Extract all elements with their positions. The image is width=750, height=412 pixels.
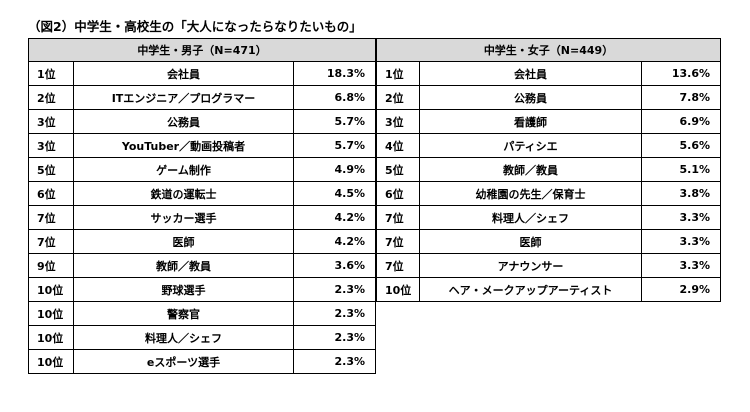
occupation-cell: ゲーム制作 [73, 157, 294, 182]
percentage-cell: 3.8% [640, 181, 722, 206]
percentage-cell: 18.3% [292, 61, 377, 86]
occupation-cell: 鉄道の運転士 [73, 181, 294, 206]
rank-cell: 10位 [28, 277, 74, 302]
percentage-cell: 2.9% [640, 277, 722, 302]
table-row: 1位 会社員 18.3% [28, 61, 377, 86]
percentage-cell: 5.1% [640, 157, 722, 182]
table-row: 10位 料理人／シェフ 2.3% [28, 325, 377, 350]
rank-cell: 1位 [28, 61, 74, 86]
table-row: 2位 公務員 7.8% [376, 85, 722, 110]
rank-cell: 10位 [28, 301, 74, 326]
rank-cell: 5位 [376, 157, 420, 182]
percentage-cell: 2.3% [292, 301, 377, 326]
percentage-cell: 3.3% [640, 253, 722, 278]
percentage-cell: 2.3% [292, 349, 377, 374]
table-row: 6位 幼稚園の先生／保育士 3.8% [376, 181, 722, 206]
rank-cell: 10位 [28, 325, 74, 350]
girls-table-body: 1位 会社員 13.6% 2位 公務員 7.8% 3位 看護師 6.9% 4位 パティシエ 5.6% 5… [376, 61, 722, 302]
occupation-cell: ITエンジニア／プログラマー [73, 85, 294, 110]
rank-cell: 7位 [28, 229, 74, 254]
percentage-cell: 7.8% [640, 85, 722, 110]
boys-ranking-table: 中学生・男子（N=471） 1位 会社員 18.3% 2位 ITエンジニア／プログラマー… [27, 38, 377, 374]
rank-cell: 5位 [28, 157, 74, 182]
rank-cell: 7位 [28, 205, 74, 230]
percentage-cell: 6.9% [640, 109, 722, 134]
occupation-cell: 幼稚園の先生／保育士 [419, 181, 642, 206]
rank-cell: 9位 [28, 253, 74, 278]
occupation-cell: 公務員 [419, 85, 642, 110]
percentage-cell: 2.3% [292, 325, 377, 350]
percentage-cell: 5.7% [292, 109, 377, 134]
table-row: 5位 ゲーム制作 4.9% [28, 157, 377, 182]
occupation-cell: 医師 [73, 229, 294, 254]
occupation-cell: ヘア・メークアップアーティスト [419, 277, 642, 302]
rank-cell: 4位 [376, 133, 420, 158]
percentage-cell: 5.6% [640, 133, 722, 158]
table-row: 10位 eスポーツ選手 2.3% [28, 349, 377, 374]
rank-cell: 3位 [376, 109, 420, 134]
occupation-cell: アナウンサー [419, 253, 642, 278]
table-row: 9位 教師／教員 3.6% [28, 253, 377, 278]
percentage-cell: 4.2% [292, 229, 377, 254]
table-row: 2位 ITエンジニア／プログラマー 6.8% [28, 85, 377, 110]
occupation-cell: 会社員 [419, 61, 642, 86]
table-row: 7位 サッカー選手 4.2% [28, 205, 377, 230]
table-row: 10位 野球選手 2.3% [28, 277, 377, 302]
boys-table-header: 中学生・男子（N=471） [27, 38, 377, 62]
occupation-cell: YouTuber／動画投稿者 [73, 133, 294, 158]
rank-cell: 10位 [376, 277, 420, 302]
table-row: 10位 警察官 2.3% [28, 301, 377, 326]
occupation-cell: 看護師 [419, 109, 642, 134]
table-row: 3位 看護師 6.9% [376, 109, 722, 134]
rank-cell: 1位 [376, 61, 420, 86]
table-row: 7位 医師 3.3% [376, 229, 722, 254]
percentage-cell: 2.3% [292, 277, 377, 302]
table-row: 3位 公務員 5.7% [28, 109, 377, 134]
occupation-cell: 会社員 [73, 61, 294, 86]
percentage-cell: 5.7% [292, 133, 377, 158]
table-row: 7位 医師 4.2% [28, 229, 377, 254]
percentage-cell: 3.3% [640, 205, 722, 230]
rank-cell: 7位 [376, 253, 420, 278]
percentage-cell: 3.3% [640, 229, 722, 254]
occupation-cell: 医師 [419, 229, 642, 254]
percentage-cell: 3.6% [292, 253, 377, 278]
girls-ranking-table: 中学生・女子（N=449） 1位 会社員 13.6% 2位 公務員 7.8% 3位 看護師 6.… [375, 38, 722, 302]
girls-table-header: 中学生・女子（N=449） [375, 38, 722, 62]
rank-cell: 7位 [376, 229, 420, 254]
rank-cell: 6位 [376, 181, 420, 206]
table-row: 7位 料理人／シェフ 3.3% [376, 205, 722, 230]
table-row: 10位 ヘア・メークアップアーティスト 2.9% [376, 277, 722, 302]
table-row: 1位 会社員 13.6% [376, 61, 722, 86]
rank-cell: 6位 [28, 181, 74, 206]
occupation-cell: 公務員 [73, 109, 294, 134]
occupation-cell: 野球選手 [73, 277, 294, 302]
boys-table-body: 1位 会社員 18.3% 2位 ITエンジニア／プログラマー 6.8% 3位 公務員 5.7% 3… [28, 61, 377, 374]
figure-title: （図2）中学生・高校生の「大人になったらなりたいもの」 [28, 19, 362, 34]
rank-cell: 3位 [28, 109, 74, 134]
table-row: 5位 教師／教員 5.1% [376, 157, 722, 182]
occupation-cell: パティシエ [419, 133, 642, 158]
occupation-cell: eスポーツ選手 [73, 349, 294, 374]
percentage-cell: 6.8% [292, 85, 377, 110]
occupation-cell: 料理人／シェフ [419, 205, 642, 230]
table-row: 6位 鉄道の運転士 4.5% [28, 181, 377, 206]
occupation-cell: サッカー選手 [73, 205, 294, 230]
table-row: 4位 パティシエ 5.6% [376, 133, 722, 158]
occupation-cell: 教師／教員 [419, 157, 642, 182]
table-row: 7位 アナウンサー 3.3% [376, 253, 722, 278]
percentage-cell: 4.5% [292, 181, 377, 206]
percentage-cell: 4.2% [292, 205, 377, 230]
percentage-cell: 4.9% [292, 157, 377, 182]
rank-cell: 10位 [28, 349, 74, 374]
occupation-cell: 料理人／シェフ [73, 325, 294, 350]
rank-cell: 2位 [376, 85, 420, 110]
rank-cell: 7位 [376, 205, 420, 230]
rank-cell: 3位 [28, 133, 74, 158]
occupation-cell: 警察官 [73, 301, 294, 326]
table-row: 3位 YouTuber／動画投稿者 5.7% [28, 133, 377, 158]
occupation-cell: 教師／教員 [73, 253, 294, 278]
rank-cell: 2位 [28, 85, 74, 110]
percentage-cell: 13.6% [640, 61, 722, 86]
